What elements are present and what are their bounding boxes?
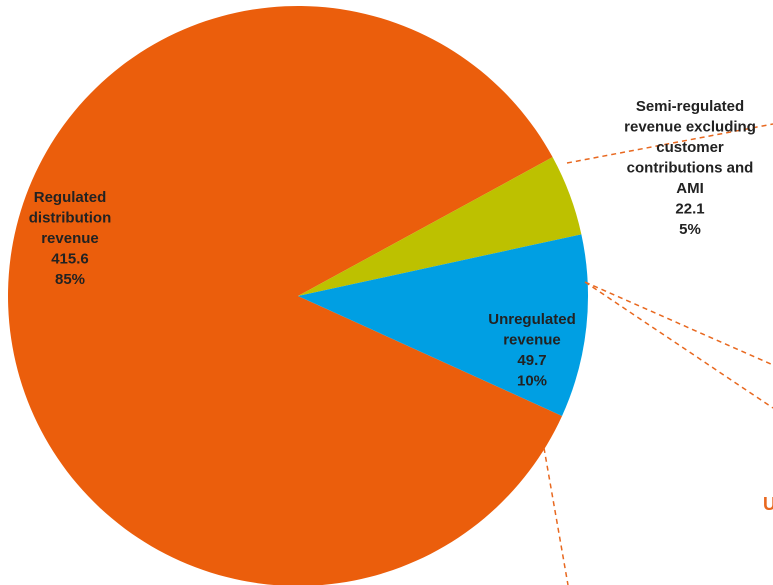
label-regulated: Regulated distribution revenue 415.6 85% [29, 189, 112, 288]
slice-labels: Regulated distribution revenue 415.6 85% Semi… [29, 98, 756, 390]
leader-lines [543, 123, 773, 585]
regulated-label-line: revenue [41, 230, 99, 247]
semi-regulated-label-line: customer [656, 139, 724, 156]
semi-regulated-label-line: AMI [676, 180, 704, 197]
slice-regulated-distribution [8, 5, 563, 585]
pie-slices [8, 5, 588, 585]
semi-regulated-percent: 5% [679, 221, 701, 238]
semi-regulated-label-line: revenue excluding [624, 119, 756, 136]
label-semi-regulated: Semi-regulated revenue excluding customer c… [624, 98, 756, 238]
label-unregulated: Unregulated revenue 49.7 10% [488, 311, 576, 390]
slice-semi-regulated [298, 157, 582, 296]
unregulated-label-line: revenue [503, 332, 561, 349]
cropped-edge-text: U [763, 494, 773, 514]
unregulated-value: 49.7 [517, 352, 546, 369]
regulated-percent: 85% [55, 271, 85, 288]
regulated-label-line: Regulated [34, 189, 107, 206]
leader-line-1 [566, 123, 773, 164]
slice-unregulated [298, 234, 588, 416]
leader-line-2 [584, 281, 773, 366]
semi-regulated-value: 22.1 [675, 201, 704, 218]
regulated-value: 415.6 [51, 251, 89, 268]
leader-line-3 [584, 281, 773, 409]
unregulated-percent: 10% [517, 373, 547, 390]
regulated-label-line: distribution [29, 210, 112, 227]
unregulated-label-line: Unregulated [488, 311, 576, 328]
semi-regulated-label-line: Semi-regulated [636, 98, 744, 115]
semi-regulated-label-line: contributions and [627, 160, 754, 177]
leader-line-4 [543, 447, 569, 585]
